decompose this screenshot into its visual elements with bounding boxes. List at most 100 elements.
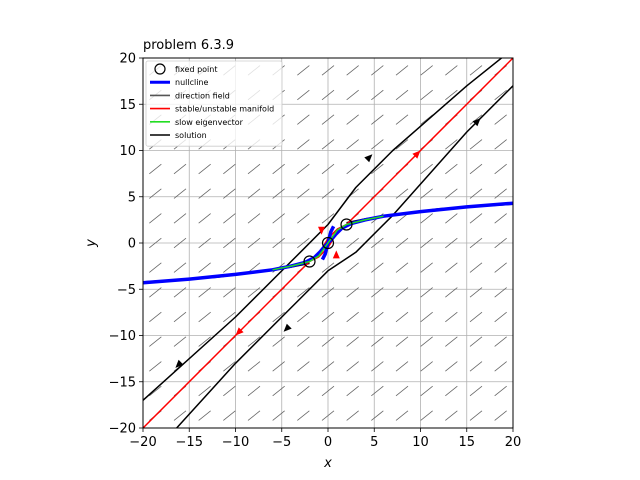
direction-field-arrow — [223, 311, 236, 323]
direction-field-arrow — [346, 114, 359, 125]
direction-field-arrow — [445, 336, 458, 347]
y-tick-label: 0 — [128, 237, 136, 252]
direction-field-arrow — [321, 336, 335, 347]
direction-field-arrow — [494, 361, 507, 372]
direction-field-arrow — [173, 287, 187, 298]
direction-field-arrow — [445, 361, 458, 372]
direction-field-arrow — [420, 262, 433, 273]
chart-title: problem 6.3.9 — [143, 38, 234, 53]
direction-field-arrow — [445, 287, 458, 298]
direction-field-arrow — [371, 336, 384, 347]
slow-eigenvector-line — [272, 215, 384, 271]
direction-field-arrow — [469, 385, 483, 397]
direction-field-arrow — [247, 385, 261, 397]
direction-field-arrow — [494, 237, 507, 249]
direction-field-arrow — [420, 163, 433, 175]
direction-field-arrow — [198, 237, 211, 249]
direction-field-arrow — [494, 163, 507, 175]
solution-arrow — [283, 323, 292, 332]
direction-field-arrow — [469, 188, 483, 199]
direction-field-arrow — [173, 410, 187, 421]
y-tick-label: 5 — [128, 190, 136, 205]
direction-field-arrow — [321, 163, 335, 175]
direction-field-arrow — [149, 262, 162, 273]
direction-field-arrow — [297, 385, 310, 397]
direction-field-arrow — [346, 262, 359, 273]
direction-field-arrow — [395, 139, 409, 150]
direction-field-arrow — [469, 410, 483, 421]
manifold-arrow — [318, 226, 325, 235]
direction-field-arrow — [469, 213, 483, 224]
direction-field-arrow — [272, 336, 285, 347]
direction-field-arrow — [494, 410, 507, 421]
direction-field-arrow — [395, 361, 409, 372]
legend-label: solution — [175, 131, 207, 140]
direction-field-arrow — [198, 311, 211, 323]
legend: fixed point nullcline direction field stabl… — [145, 60, 283, 147]
x-tick-label: 15 — [458, 435, 475, 450]
direction-field-arrow — [297, 89, 310, 101]
direction-field-arrow — [173, 213, 187, 224]
direction-field-arrow — [321, 114, 335, 125]
direction-field-arrow — [149, 213, 162, 224]
solution-line — [175, 85, 513, 428]
direction-field-arrow — [445, 139, 458, 150]
direction-field-arrow — [297, 114, 310, 125]
direction-field-arrow — [346, 237, 359, 249]
direction-field-arrow — [371, 65, 384, 76]
direction-field-arrow — [223, 361, 236, 372]
direction-field-arrow — [445, 410, 458, 421]
direction-field-arrow — [346, 65, 359, 76]
direction-field-arrow — [297, 237, 310, 249]
direction-field-arrow — [395, 287, 409, 298]
direction-field-arrow — [420, 188, 433, 199]
direction-field-arrow — [395, 385, 409, 397]
curves — [143, 58, 513, 428]
direction-field-arrow — [395, 311, 409, 323]
legend-marker — [154, 63, 166, 75]
direction-field-arrow — [173, 237, 187, 249]
legend-box — [145, 60, 283, 147]
direction-field-arrow — [371, 410, 384, 421]
direction-field-arrow — [469, 336, 483, 347]
direction-field-arrow — [321, 311, 335, 323]
y-tick-label: −5 — [117, 283, 136, 298]
direction-field-arrow — [445, 188, 458, 199]
direction-field-arrow — [149, 188, 162, 199]
direction-field-arrow — [395, 89, 409, 101]
fixed-point-marker — [303, 255, 316, 268]
direction-field-arrow — [494, 89, 507, 101]
direction-field-arrow — [494, 336, 507, 347]
direction-field-arrow — [223, 262, 236, 273]
direction-field-arrow — [346, 287, 359, 298]
x-axis-label: x — [323, 456, 332, 471]
direction-field-arrow — [321, 213, 335, 224]
direction-field-arrow — [198, 410, 211, 421]
direction-field-arrow — [371, 287, 384, 298]
direction-field-arrow — [149, 361, 162, 372]
direction-field-arrow — [445, 237, 458, 249]
x-tick-label: 10 — [412, 435, 429, 450]
direction-field-arrow — [321, 287, 335, 298]
direction-field-arrow — [420, 65, 433, 76]
direction-field-arrow — [272, 163, 285, 175]
x-tick-label: −20 — [129, 435, 156, 450]
direction-field-arrow — [346, 336, 359, 347]
direction-field-arrow — [395, 65, 409, 76]
y-tick-label: 15 — [119, 98, 136, 113]
direction-field-arrow — [445, 311, 458, 323]
direction-field-arrow — [297, 139, 310, 150]
direction-field-arrow — [198, 385, 211, 397]
direction-field-arrow — [445, 65, 458, 76]
direction-field-arrow — [371, 89, 384, 101]
manifold-arrow — [235, 327, 244, 336]
direction-field-arrow — [173, 163, 187, 175]
direction-field-arrow — [371, 361, 384, 372]
legend-label: fixed point — [175, 65, 217, 74]
direction-field-arrow — [247, 336, 261, 347]
direction-field-arrow — [223, 188, 236, 199]
direction-field-arrow — [445, 213, 458, 224]
direction-field-arrow — [247, 361, 261, 372]
direction-field-arrow — [371, 311, 384, 323]
